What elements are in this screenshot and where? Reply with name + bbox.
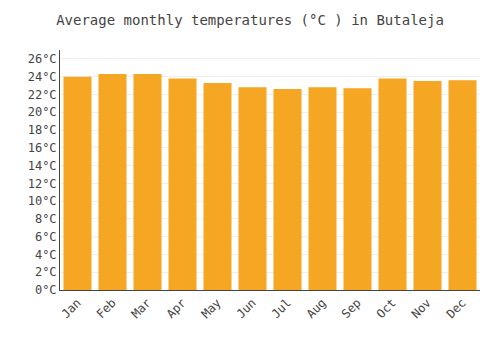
svg-text:Jul: Jul	[269, 296, 294, 321]
svg-text:Sep: Sep	[339, 296, 364, 321]
svg-text:Nov: Nov	[409, 296, 434, 321]
svg-text:24°C: 24°C	[28, 70, 57, 84]
svg-text:Aug: Aug	[304, 296, 329, 321]
svg-text:Oct: Oct	[374, 296, 399, 321]
svg-text:2°C: 2°C	[35, 265, 57, 279]
svg-text:20°C: 20°C	[28, 105, 57, 119]
svg-text:18°C: 18°C	[28, 123, 57, 137]
svg-text:22°C: 22°C	[28, 88, 57, 102]
svg-text:0°C: 0°C	[35, 283, 57, 297]
svg-text:Jun: Jun	[234, 296, 259, 321]
svg-text:Jan: Jan	[59, 296, 84, 321]
svg-text:6°C: 6°C	[35, 230, 57, 244]
svg-text:16°C: 16°C	[28, 141, 57, 155]
svg-text:Average monthly temperatures (: Average monthly temperatures (°C ) in Bu…	[56, 12, 444, 28]
svg-text:26°C: 26°C	[28, 52, 57, 66]
svg-text:14°C: 14°C	[28, 159, 57, 173]
svg-text:Feb: Feb	[94, 296, 119, 321]
svg-text:12°C: 12°C	[28, 177, 57, 191]
svg-text:Mar: Mar	[129, 296, 154, 321]
svg-text:Apr: Apr	[164, 296, 189, 321]
svg-text:May: May	[199, 296, 224, 321]
svg-text:4°C: 4°C	[35, 248, 57, 262]
svg-text:8°C: 8°C	[35, 212, 57, 226]
svg-text:Dec: Dec	[444, 296, 469, 321]
svg-text:10°C: 10°C	[28, 194, 57, 208]
